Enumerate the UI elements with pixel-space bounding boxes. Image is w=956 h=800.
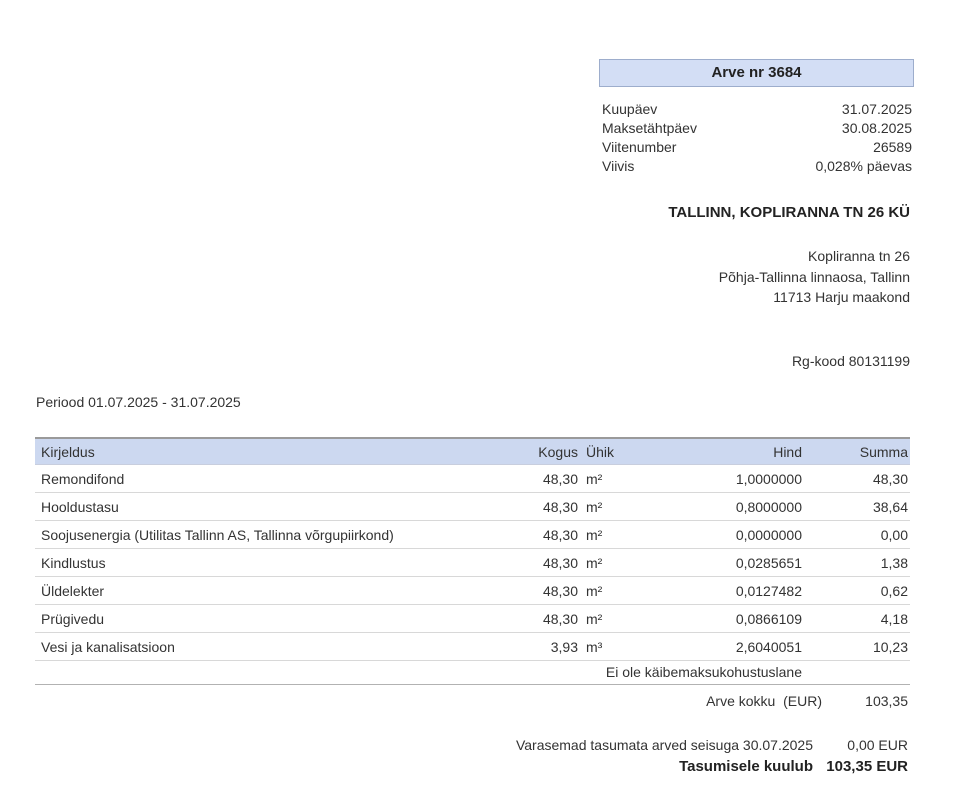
table-row: Soojusenergia (Utilitas Tallinn AS, Tall… xyxy=(35,521,910,549)
table-row: Remondifond 48,30 m² 1,0000000 48,30 xyxy=(35,465,910,493)
table-row: Vesi ja kanalisatsioon 3,93 m³ 2,6040051… xyxy=(35,633,910,661)
cell-description: Vesi ja kanalisatsioon xyxy=(41,638,175,655)
recipient-address: Kopliranna tn 26 Põhja-Tallinna linnaosa… xyxy=(500,246,910,308)
table-row: Üldelekter 48,30 m² 0,0127482 0,62 xyxy=(35,577,910,605)
cell-unit: m² xyxy=(586,470,603,487)
previous-unpaid-row: Varasemad tasumata arved seisuga 30.07.2… xyxy=(35,737,910,753)
header-price: Hind xyxy=(773,443,802,460)
cell-unit: m² xyxy=(586,582,603,599)
meta-value: 30.08.2025 xyxy=(841,120,912,136)
billing-period: Periood 01.07.2025 - 31.07.2025 xyxy=(36,394,241,410)
cell-sum: 4,18 xyxy=(880,610,908,627)
invoice-title: Arve nr 3684 xyxy=(711,64,802,81)
cell-sum: 0,62 xyxy=(880,582,908,599)
invoice-total-label: Arve kokku (EUR) xyxy=(706,693,822,709)
meta-value: 26589 xyxy=(873,139,912,155)
cell-price: 1,0000000 xyxy=(735,470,802,487)
meta-label: Kuupäev xyxy=(602,101,658,117)
cell-sum: 10,23 xyxy=(872,638,908,655)
cell-description: Kindlustus xyxy=(41,554,106,571)
header-unit: Ühik xyxy=(586,443,615,460)
cell-quantity: 48,30 xyxy=(542,526,578,543)
cell-description: Remondifond xyxy=(41,470,125,487)
cell-quantity: 48,30 xyxy=(542,582,578,599)
cell-quantity: 48,30 xyxy=(542,554,578,571)
amount-due-value: 103,35 EUR xyxy=(826,758,908,775)
amount-due-label: Tasumisele kuulub xyxy=(679,758,813,775)
address-line: 11713 Harju maakond xyxy=(773,289,910,305)
cell-unit: m² xyxy=(586,498,603,515)
cell-price: 0,0285651 xyxy=(735,554,802,571)
cell-quantity: 3,93 xyxy=(550,638,578,655)
cell-description: Hooldustasu xyxy=(41,498,119,515)
cell-price: 2,6040051 xyxy=(735,638,802,655)
cell-quantity: 48,30 xyxy=(542,470,578,487)
meta-label: Maksetähtpäev xyxy=(602,120,697,136)
meta-row-due-date: Maksetähtpäev 30.08.2025 xyxy=(602,119,912,138)
cell-price: 0,0000000 xyxy=(735,526,802,543)
meta-row-date: Kuupäev 31.07.2025 xyxy=(602,100,912,119)
cell-sum: 1,38 xyxy=(880,554,908,571)
header-quantity: Kogus xyxy=(538,443,578,460)
header-description: Kirjeldus xyxy=(41,443,95,460)
cell-price: 0,0866109 xyxy=(735,610,802,627)
cell-unit: m² xyxy=(586,554,603,571)
cell-sum: 38,64 xyxy=(872,498,908,515)
invoice-title-box: Arve nr 3684 xyxy=(599,59,914,87)
cell-price: 0,0127482 xyxy=(735,582,802,599)
cell-sum: 48,30 xyxy=(872,470,908,487)
recipient-reg-code: Rg-kood 80131199 xyxy=(791,353,910,369)
cell-description: Üldelekter xyxy=(41,582,105,599)
invoice-meta: Kuupäev 31.07.2025 Maksetähtpäev 30.08.2… xyxy=(602,100,912,176)
meta-row-reference-number: Viitenumber 26589 xyxy=(602,138,912,157)
invoice-total-value: 103,35 xyxy=(865,693,908,709)
meta-row-penalty-rate: Viivis 0,028% päevas xyxy=(602,157,912,176)
meta-label: Viivis xyxy=(602,158,635,174)
previous-unpaid-label: Varasemad tasumata arved seisuga 30.07.2… xyxy=(515,737,813,753)
cell-unit: m² xyxy=(586,610,603,627)
meta-value: 31.07.2025 xyxy=(841,101,912,117)
previous-unpaid-value: 0,00 EUR xyxy=(847,737,908,753)
header-sum: Summa xyxy=(859,443,908,460)
cell-unit: m³ xyxy=(586,638,603,655)
table-row: Kindlustus 48,30 m² 0,0285651 1,38 xyxy=(35,549,910,577)
cell-quantity: 48,30 xyxy=(542,498,578,515)
cell-price: 0,8000000 xyxy=(735,498,802,515)
cell-description: Soojusenergia (Utilitas Tallinn AS, Tall… xyxy=(41,526,394,543)
cell-sum: 0,00 xyxy=(880,526,908,543)
address-line: Põhja-Tallinna linnaosa, Tallinn xyxy=(718,268,910,285)
meta-label: Viitenumber xyxy=(602,139,677,155)
meta-value: 0,028% päevas xyxy=(815,158,912,174)
cell-quantity: 48,30 xyxy=(542,610,578,627)
cell-description: Prügivedu xyxy=(41,610,105,627)
table-header-row: Kirjeldus Kogus Ühik Hind Summa xyxy=(35,437,910,465)
vat-exemption-note: Ei ole käibemaksukohustuslane xyxy=(35,661,910,685)
recipient-name: TALLINN, KOPLIRANNA TN 26 KÜ xyxy=(668,204,910,221)
invoice-total-row: Arve kokku (EUR) 103,35 xyxy=(35,693,910,709)
table-row: Prügivedu 48,30 m² 0,0866109 4,18 xyxy=(35,605,910,633)
line-items-table: Kirjeldus Kogus Ühik Hind Summa Remondif… xyxy=(35,437,910,775)
address-line: Kopliranna tn 26 xyxy=(808,248,910,264)
table-row: Hooldustasu 48,30 m² 0,8000000 38,64 xyxy=(35,493,910,521)
cell-unit: m² xyxy=(586,526,603,543)
amount-due-row: Tasumisele kuulub 103,35 EUR xyxy=(35,758,910,775)
